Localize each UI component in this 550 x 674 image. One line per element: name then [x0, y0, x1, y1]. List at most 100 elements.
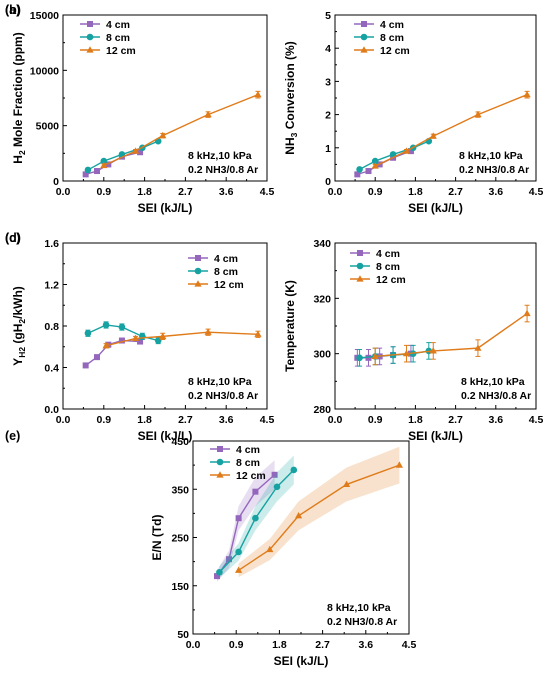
- x-tick-label: 0.9: [229, 639, 244, 651]
- x-tick-label: 1.8: [408, 186, 423, 198]
- x-axis-title: SEI (kJ/L): [138, 201, 193, 215]
- data-point: [131, 334, 140, 342]
- data-point: [429, 347, 437, 354]
- data-point: [252, 514, 259, 522]
- x-tick-label: 1.8: [408, 414, 423, 426]
- data-point: [266, 545, 274, 553]
- x-tick-label: 2.7: [315, 639, 330, 651]
- data-point: [365, 354, 372, 361]
- data-point: [118, 337, 125, 344]
- x-tick-label: 0.0: [56, 186, 71, 198]
- data-point: [252, 488, 259, 495]
- y-tick-label: 350: [171, 484, 189, 496]
- legend-label: 8 cm: [236, 457, 260, 469]
- y-axis-title-main: Y: [11, 358, 25, 366]
- y-axis-title-sub: 3: [289, 132, 299, 137]
- x-tick-label: 3.6: [358, 639, 373, 651]
- mixture-label: 0.2 NH3/0.8 Ar: [461, 390, 531, 402]
- data-point: [105, 161, 112, 168]
- data-point: [235, 548, 242, 556]
- y-tick-label: 340: [313, 238, 331, 250]
- panel-label: (a): [5, 3, 20, 17]
- legend-marker: [86, 46, 94, 53]
- x-axis-title: SEI (kJ/L): [138, 429, 193, 443]
- y-axis-title: E/N (Td): [150, 515, 164, 561]
- panel-label: (b): [5, 3, 21, 17]
- x-tick-label: 0.9: [368, 186, 383, 198]
- data-point: [100, 161, 108, 169]
- data-point: [474, 344, 482, 351]
- legend-marker: [216, 458, 224, 466]
- legend-label: 4 cm: [380, 19, 404, 31]
- data-point: [395, 461, 403, 468]
- x-tick-label: 0.9: [96, 414, 111, 426]
- data-point: [429, 132, 437, 139]
- panel-c: (c) 0.0 0.9 1.8 2.7 3.6 4.5 0.0 0.4 0.8 1.2 1.6 SEI …: [5, 231, 274, 443]
- data-point: [100, 157, 108, 165]
- data-point: [214, 573, 220, 580]
- y-axis-title: YH2 (gH2/kWh): [11, 286, 27, 366]
- y-tick-label: 0.0: [44, 404, 59, 416]
- x-tick-label: 1.8: [137, 414, 152, 426]
- x-tick-label: 3.6: [219, 414, 234, 426]
- y-tick-label: 1: [325, 143, 331, 155]
- data-point: [523, 309, 531, 317]
- data-point: [118, 323, 126, 331]
- y-tick-label: 320: [313, 293, 331, 305]
- legend-label: 4 cm: [214, 253, 238, 265]
- legend-marker: [194, 280, 202, 287]
- data-point: [371, 157, 379, 165]
- legend-label: 8 cm: [106, 32, 130, 44]
- data-point: [371, 352, 379, 360]
- legend-label: 12 cm: [106, 45, 136, 57]
- y-axis-title-main: E/N (Td): [150, 515, 164, 561]
- condition-label: 8 kHz,10 kPa: [188, 150, 252, 162]
- data-point: [235, 566, 243, 573]
- y-axis-title-main: NH: [283, 137, 297, 154]
- mixture-label: 0.2 NH3/0.8 Ar: [459, 164, 529, 176]
- data-point: [402, 147, 411, 154]
- data-point: [356, 354, 363, 362]
- x-tick-label: 2.7: [178, 414, 193, 426]
- legend-label: 12 cm: [214, 279, 244, 291]
- series-12-cm: [100, 90, 262, 169]
- x-tick-label: 0.0: [328, 414, 343, 426]
- y-axis-title: Temperature (K): [283, 280, 297, 372]
- mixture-label: 0.2 NH3/0.8 Ar: [188, 390, 258, 402]
- data-point: [371, 162, 379, 169]
- y-tick-label: 300: [313, 349, 331, 361]
- y-tick-label: 10000: [30, 65, 59, 77]
- legend-label: 12 cm: [236, 470, 266, 482]
- x-tick-label: 4.5: [529, 186, 544, 198]
- x-tick-label: 0.9: [96, 186, 111, 198]
- legend-label: 12 cm: [380, 45, 410, 57]
- series-8-cm: [216, 455, 298, 579]
- data-point: [295, 511, 303, 519]
- data-point: [84, 166, 92, 174]
- series-12-cm: [235, 446, 403, 578]
- panel-label: (d): [5, 231, 21, 245]
- y-axis-title-main: Temperature (K): [283, 280, 297, 372]
- x-tick-label: 3.6: [488, 186, 503, 198]
- y-tick-label: 5: [325, 10, 331, 22]
- x-tick-label: 0.0: [186, 639, 201, 651]
- y-tick-label: 1.6: [44, 238, 59, 250]
- x-tick-label: 4.5: [260, 186, 275, 198]
- data-point: [82, 171, 89, 178]
- legend-marker: [360, 46, 368, 53]
- condition-label: 8 kHz,10 kPa: [327, 602, 391, 614]
- data-point: [131, 147, 140, 154]
- data-point: [137, 338, 144, 345]
- data-point: [159, 131, 167, 139]
- y-axis-title-main: H: [11, 155, 25, 164]
- data-point: [356, 166, 363, 173]
- data-point: [407, 148, 414, 155]
- y-tick-label: 150: [171, 581, 189, 593]
- data-point: [94, 168, 100, 175]
- legend-marker: [87, 21, 93, 27]
- y-tick-label: 250: [171, 533, 189, 545]
- x-tick-label: 3.6: [219, 186, 234, 198]
